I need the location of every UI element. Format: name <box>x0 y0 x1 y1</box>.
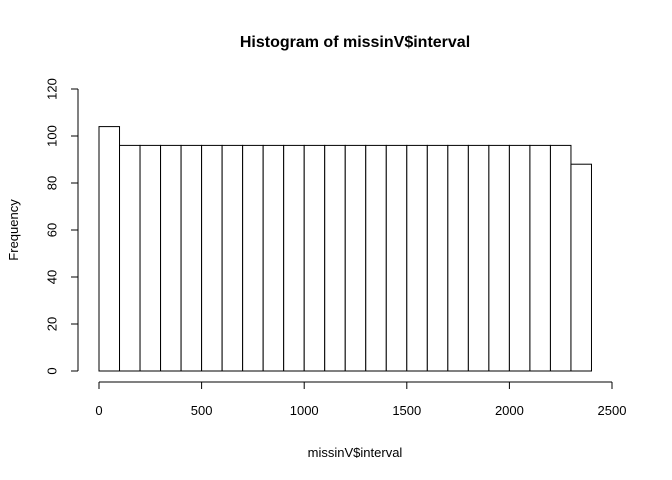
histogram-bar <box>303 144 326 372</box>
y-tick-label: 80 <box>45 176 60 190</box>
histogram-bar <box>160 144 182 372</box>
x-tick-label: 500 <box>191 403 213 418</box>
x-axis: 0 500 1000 1500 2000 2500 <box>95 381 627 418</box>
y-axis-label: Frequency <box>6 199 21 261</box>
histogram-bar <box>426 144 449 372</box>
histogram-bar <box>406 144 428 372</box>
histogram-bar <box>385 144 408 372</box>
y-tick-label: 20 <box>45 317 60 331</box>
y-tick-label: 40 <box>45 270 60 284</box>
histogram-bar <box>447 144 469 372</box>
histogram-bar <box>119 144 141 372</box>
x-tick-label: 0 <box>95 403 102 418</box>
histogram-bar <box>201 144 223 372</box>
histogram-bar <box>242 144 264 372</box>
histogram-bar <box>570 163 592 372</box>
histogram-bar <box>139 144 162 372</box>
chart-title: Histogram of missinV$interval <box>240 34 470 51</box>
y-tick-label: 100 <box>45 125 60 147</box>
y-tick-label: 120 <box>45 78 60 100</box>
histogram-bar <box>365 144 387 372</box>
histogram-bar <box>467 144 490 372</box>
bars-group <box>98 126 592 372</box>
y-tick-label: 0 <box>45 367 60 374</box>
histogram-bar <box>262 144 285 372</box>
histogram-bar <box>508 144 531 372</box>
x-tick-label: 2500 <box>598 403 627 418</box>
x-tick-label: 1000 <box>290 403 319 418</box>
histogram-bar <box>488 144 510 372</box>
y-axis: 0 20 40 60 80 100 120 <box>45 78 79 375</box>
x-tick-label: 1500 <box>392 403 421 418</box>
y-tick-label: 60 <box>45 223 60 237</box>
histogram-bar <box>180 144 203 372</box>
histogram-bar <box>529 144 551 372</box>
x-tick-label: 2000 <box>495 403 524 418</box>
histogram-bar <box>344 144 367 372</box>
histogram-bar <box>283 144 305 372</box>
histogram-bar <box>549 144 572 372</box>
histogram-bar <box>324 144 346 372</box>
histogram-bar <box>98 126 121 372</box>
x-axis-label: missinV$interval <box>308 445 403 460</box>
histogram-bar <box>221 144 244 372</box>
